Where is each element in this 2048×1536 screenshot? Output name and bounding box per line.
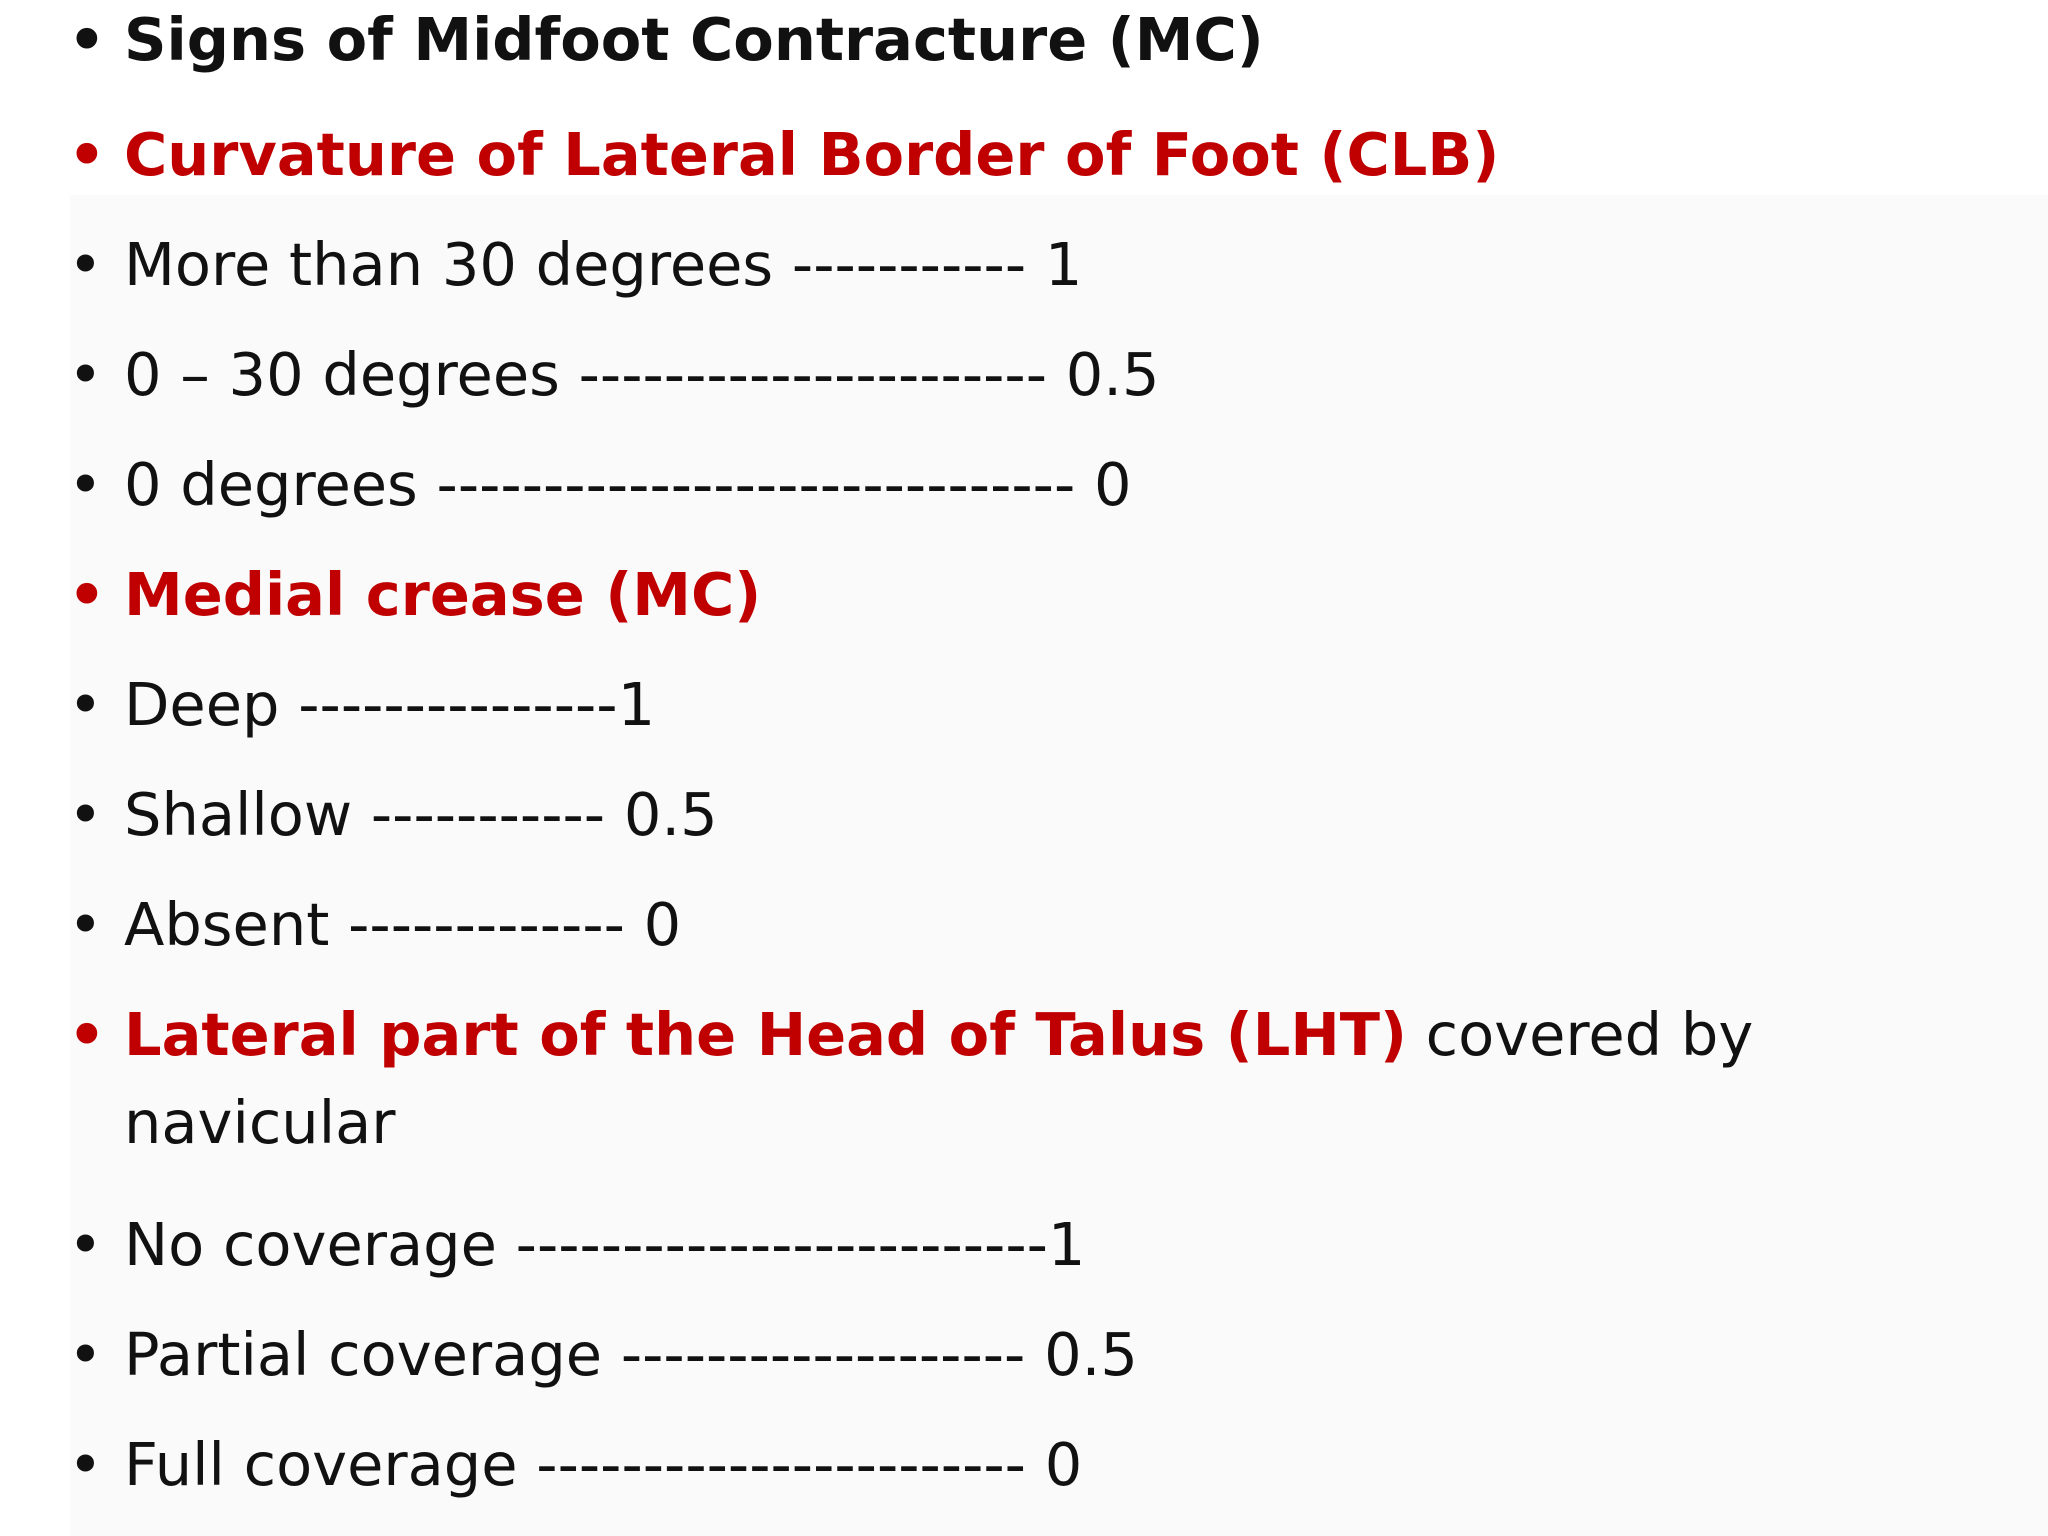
bullet-dot: • xyxy=(68,450,103,519)
section-title-wrap: Lateral part of the Head of Talus (LHT) … xyxy=(124,991,1824,1167)
bullet-dot: • xyxy=(68,1320,103,1389)
list-item-text: Deep ---------------1 xyxy=(124,670,656,739)
section-title-text: Curvature of Lateral Border of Foot (CLB… xyxy=(124,120,1500,189)
list-item-text: Shallow ----------- 0.5 xyxy=(124,780,718,849)
bullet-dot: • xyxy=(68,230,103,299)
list-item-text: 0 degrees ------------------------------… xyxy=(124,450,1132,519)
bullet-dot: • xyxy=(68,1210,103,1279)
bullet-dot: • xyxy=(68,340,103,409)
bullet-dot: • xyxy=(68,890,103,959)
bullet-dot: • xyxy=(68,5,106,74)
bullet-dot: • xyxy=(68,120,106,189)
section-title-text: Lateral part of the Head of Talus (LHT) xyxy=(124,1000,1407,1069)
background-panel xyxy=(70,195,2048,1536)
section-title-text: Medial crease (MC) xyxy=(124,560,762,629)
list-item-text: 0 – 30 degrees ---------------------- 0.… xyxy=(124,340,1160,409)
list-item-text: No coverage -------------------------1 xyxy=(124,1210,1086,1279)
bullet-dot: • xyxy=(68,670,103,739)
section-title-suffix: covered by navicular xyxy=(124,1000,1754,1157)
list-item-text: Full coverage ----------------------- 0 xyxy=(124,1430,1083,1499)
list-item-text: More than 30 degrees ----------- 1 xyxy=(124,230,1083,299)
bullet-dot: • xyxy=(68,1430,103,1499)
bullet-dot: • xyxy=(68,1000,106,1069)
heading-text: Signs of Midfoot Contracture (MC) xyxy=(124,5,1264,74)
bullet-dot: • xyxy=(68,560,106,629)
bullet-dot: • xyxy=(68,780,103,849)
list-item-text: Partial coverage ------------------- 0.5 xyxy=(124,1320,1138,1389)
list-item-text: Absent ------------- 0 xyxy=(124,890,682,959)
